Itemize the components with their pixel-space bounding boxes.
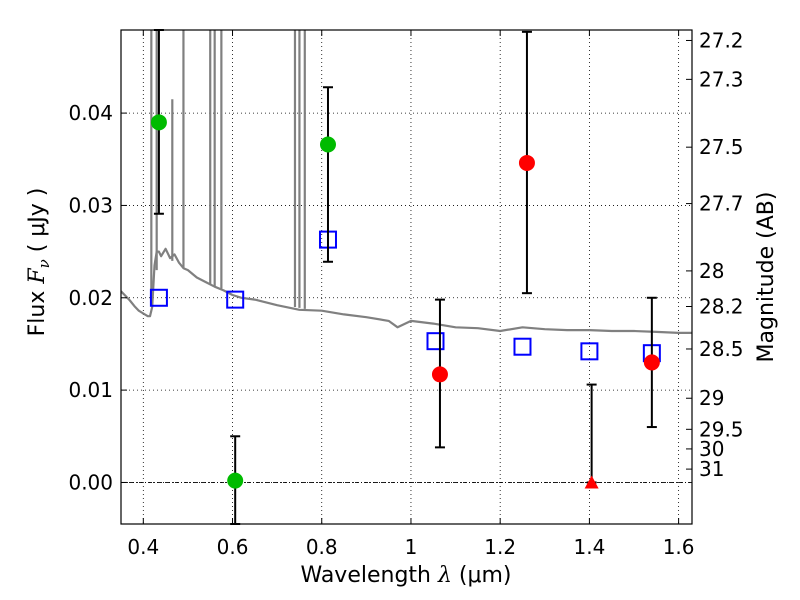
x-tick-label-6: 1.6 <box>663 535 695 559</box>
data-point-s2-1 <box>518 154 535 171</box>
mag-tick-label-9: 30 <box>699 437 724 461</box>
y-tick-label-0: 0.00 <box>68 470 113 494</box>
model-square-5 <box>580 342 599 361</box>
y-tick-label-3: 0.03 <box>68 193 113 217</box>
mag-tick-label-3: 27.7 <box>699 192 744 216</box>
data-point-s1-1 <box>227 472 244 489</box>
data-point-s1-0 <box>150 114 167 131</box>
x-tick-label-5: 1.4 <box>573 535 605 559</box>
x-tick-label-0: 0.4 <box>127 535 159 559</box>
y-tick-label-1: 0.01 <box>68 378 113 402</box>
model-square-0 <box>149 288 168 307</box>
model-square-3 <box>426 332 445 351</box>
plot-frame <box>120 29 693 525</box>
sed-model-curve <box>121 247 692 334</box>
mag-tick-label-1: 27.3 <box>699 67 744 91</box>
data-point-s2-2 <box>643 354 660 371</box>
mag-tick-label-7: 29 <box>699 386 724 410</box>
model-square-4 <box>513 337 532 356</box>
mag-tick-label-0: 27.2 <box>699 28 744 52</box>
x-tick-label-3: 1 <box>405 535 418 559</box>
axis-ticks: 0.4 0.6 0.8 1 1.2 1.4 1.6 0.00 0.01 0.02 0.03 0.04 2… <box>68 28 743 559</box>
model-square-1 <box>226 290 245 309</box>
y-tick-label-4: 0.04 <box>68 101 113 125</box>
data-point-s1-2 <box>319 136 336 153</box>
mag-tick-label-10: 31 <box>699 457 724 481</box>
data-point-s2-0 <box>431 366 448 383</box>
mag-tick-label-8: 29.5 <box>699 417 744 441</box>
y-tick-label-2: 0.02 <box>68 286 113 310</box>
sed-model-group <box>121 30 692 334</box>
y-axis-label: Flux Fν ( μJy ) <box>25 188 53 337</box>
x-tick-label-2: 0.8 <box>306 535 338 559</box>
mag-tick-label-2: 27.5 <box>699 135 744 159</box>
upper-limit-triangle-0 <box>584 475 599 489</box>
mag-tick-label-5: 28.2 <box>699 294 744 318</box>
mag-tick-label-4: 28 <box>699 259 724 283</box>
x-tick-label-1: 0.6 <box>217 535 249 559</box>
y2-axis-label: Magnitude (AB) <box>754 192 779 363</box>
x-tick-label-4: 1.2 <box>484 535 516 559</box>
mag-tick-label-6: 28.5 <box>699 337 744 361</box>
x-axis-label: Wavelength λ (μm) <box>300 563 511 588</box>
